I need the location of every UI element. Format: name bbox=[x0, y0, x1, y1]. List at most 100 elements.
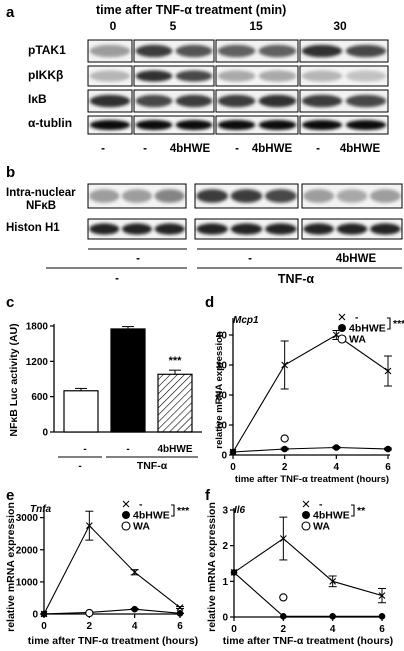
legend-label: - bbox=[355, 312, 359, 324]
blot-band bbox=[303, 189, 334, 203]
treat-label: 4bHWE bbox=[158, 444, 193, 455]
gene-label: Tnfa bbox=[30, 504, 52, 515]
blot-band bbox=[258, 94, 297, 108]
legend-label: WA bbox=[133, 521, 150, 533]
legend-filled-circle-icon bbox=[302, 511, 310, 519]
blot-band bbox=[345, 94, 387, 108]
tnf-label: - bbox=[78, 461, 81, 472]
legend-bracket bbox=[171, 504, 175, 517]
blot-band bbox=[196, 189, 228, 203]
blot-band bbox=[89, 94, 131, 108]
blot-band bbox=[230, 189, 263, 203]
row-label-ptak1: pTAK1 bbox=[28, 43, 66, 57]
y-tick-label: 0 bbox=[221, 451, 227, 462]
data-point-filled bbox=[281, 445, 288, 453]
row-label-tubulin: α-tublin bbox=[28, 116, 72, 130]
data-point-cross bbox=[378, 592, 386, 599]
legend-cross-icon bbox=[122, 500, 130, 508]
legend-open-circle-icon bbox=[121, 521, 131, 531]
blot-band bbox=[135, 94, 173, 108]
bar bbox=[63, 390, 99, 433]
legend-label: 4bHWE bbox=[313, 510, 350, 522]
blot-band bbox=[89, 119, 131, 131]
tnf-label: TNF-α bbox=[137, 460, 168, 472]
panel-f-letter: f bbox=[205, 487, 211, 504]
y-axis-label: relative mRNA expression bbox=[214, 331, 225, 449]
x-tick-label: 4 bbox=[334, 462, 340, 473]
tnf-label: TNF-α bbox=[278, 272, 314, 286]
y-tick-label: 10 bbox=[216, 421, 228, 432]
data-point-filled bbox=[384, 445, 392, 453]
treat-label: - bbox=[126, 444, 129, 455]
panel-a: a time after TNF-α treatment (min) 0 5 1… bbox=[6, 3, 389, 155]
blot-band bbox=[301, 44, 343, 58]
x-tick-label: 2 bbox=[281, 624, 287, 635]
time-label-0: 0 bbox=[110, 19, 117, 33]
data-point-filled bbox=[280, 612, 287, 620]
legend-label: - bbox=[319, 499, 323, 511]
y-tick-label: 40 bbox=[216, 331, 228, 342]
blot-band bbox=[345, 44, 387, 58]
legend-open-circle-icon bbox=[337, 334, 347, 344]
blot-band bbox=[265, 223, 297, 235]
panel-d-letter: d bbox=[205, 294, 214, 311]
y-tick-label: 3 bbox=[222, 506, 228, 517]
significance-label: *** bbox=[177, 505, 190, 517]
legend-filled-circle-icon bbox=[338, 324, 346, 332]
blot-band bbox=[370, 189, 401, 203]
x-axis-label: time after TNF-α treatment (hours) bbox=[235, 474, 389, 485]
treat-label: 4bHWE bbox=[336, 253, 377, 265]
data-point-filled bbox=[229, 448, 237, 456]
x-axis-label: time after TNF-α treatment (hours) bbox=[223, 635, 393, 647]
data-point-filled bbox=[131, 605, 138, 613]
bar bbox=[110, 328, 146, 433]
data-point-cross bbox=[384, 367, 392, 375]
blot-band bbox=[258, 44, 297, 58]
row-label-pikkb: pIKKβ bbox=[28, 68, 63, 82]
blot-band bbox=[258, 119, 297, 131]
row-label-histon: Histon H1 bbox=[6, 222, 60, 234]
lane-label: - bbox=[316, 143, 320, 155]
x-tick-label: 6 bbox=[385, 462, 391, 473]
series-line bbox=[232, 446, 389, 453]
legend-label: WA bbox=[349, 334, 366, 346]
y-axis-label: relative mRNA expression bbox=[206, 502, 218, 632]
data-point-open bbox=[280, 434, 289, 443]
blot-band bbox=[89, 189, 120, 203]
x-tick-label: 0 bbox=[41, 621, 47, 632]
x-tick-label: 0 bbox=[230, 462, 236, 473]
series-line bbox=[232, 334, 389, 453]
significance-label: ** bbox=[357, 505, 366, 517]
legend-cross-icon bbox=[302, 500, 310, 508]
blot-band bbox=[303, 223, 334, 235]
significance-label: *** bbox=[169, 355, 183, 367]
y-tick-label: 2 bbox=[222, 541, 228, 552]
y-tick-label: 1 bbox=[222, 577, 228, 588]
row-label-nfkb-line2: NFκB bbox=[26, 200, 56, 212]
blot-band bbox=[217, 119, 256, 131]
legend-open-circle-icon bbox=[301, 521, 311, 531]
blot-band bbox=[217, 94, 256, 108]
blot-band bbox=[89, 223, 120, 235]
legend-cross-icon bbox=[338, 313, 346, 321]
data-point-filled bbox=[176, 610, 184, 617]
series-line bbox=[43, 608, 181, 615]
blot-band bbox=[175, 44, 213, 58]
blot-band bbox=[175, 70, 213, 82]
time-label-30: 30 bbox=[333, 19, 347, 33]
panel-e: e relative mRNA expression Tnfa 01000200… bbox=[5, 487, 198, 647]
blot-band bbox=[230, 223, 263, 235]
blot-band bbox=[121, 189, 153, 203]
panel-d: d relative mRNA expression Mcp1 01020304… bbox=[205, 294, 404, 485]
blot-band bbox=[135, 44, 173, 58]
lane-label: - bbox=[143, 143, 147, 155]
data-point-cross bbox=[279, 535, 287, 542]
y-tick-label: 1000 bbox=[16, 577, 39, 588]
panel-c-letter: c bbox=[6, 294, 14, 311]
time-label-15: 15 bbox=[249, 19, 263, 33]
blot-band bbox=[217, 44, 256, 58]
x-tick-label: 6 bbox=[177, 621, 183, 632]
